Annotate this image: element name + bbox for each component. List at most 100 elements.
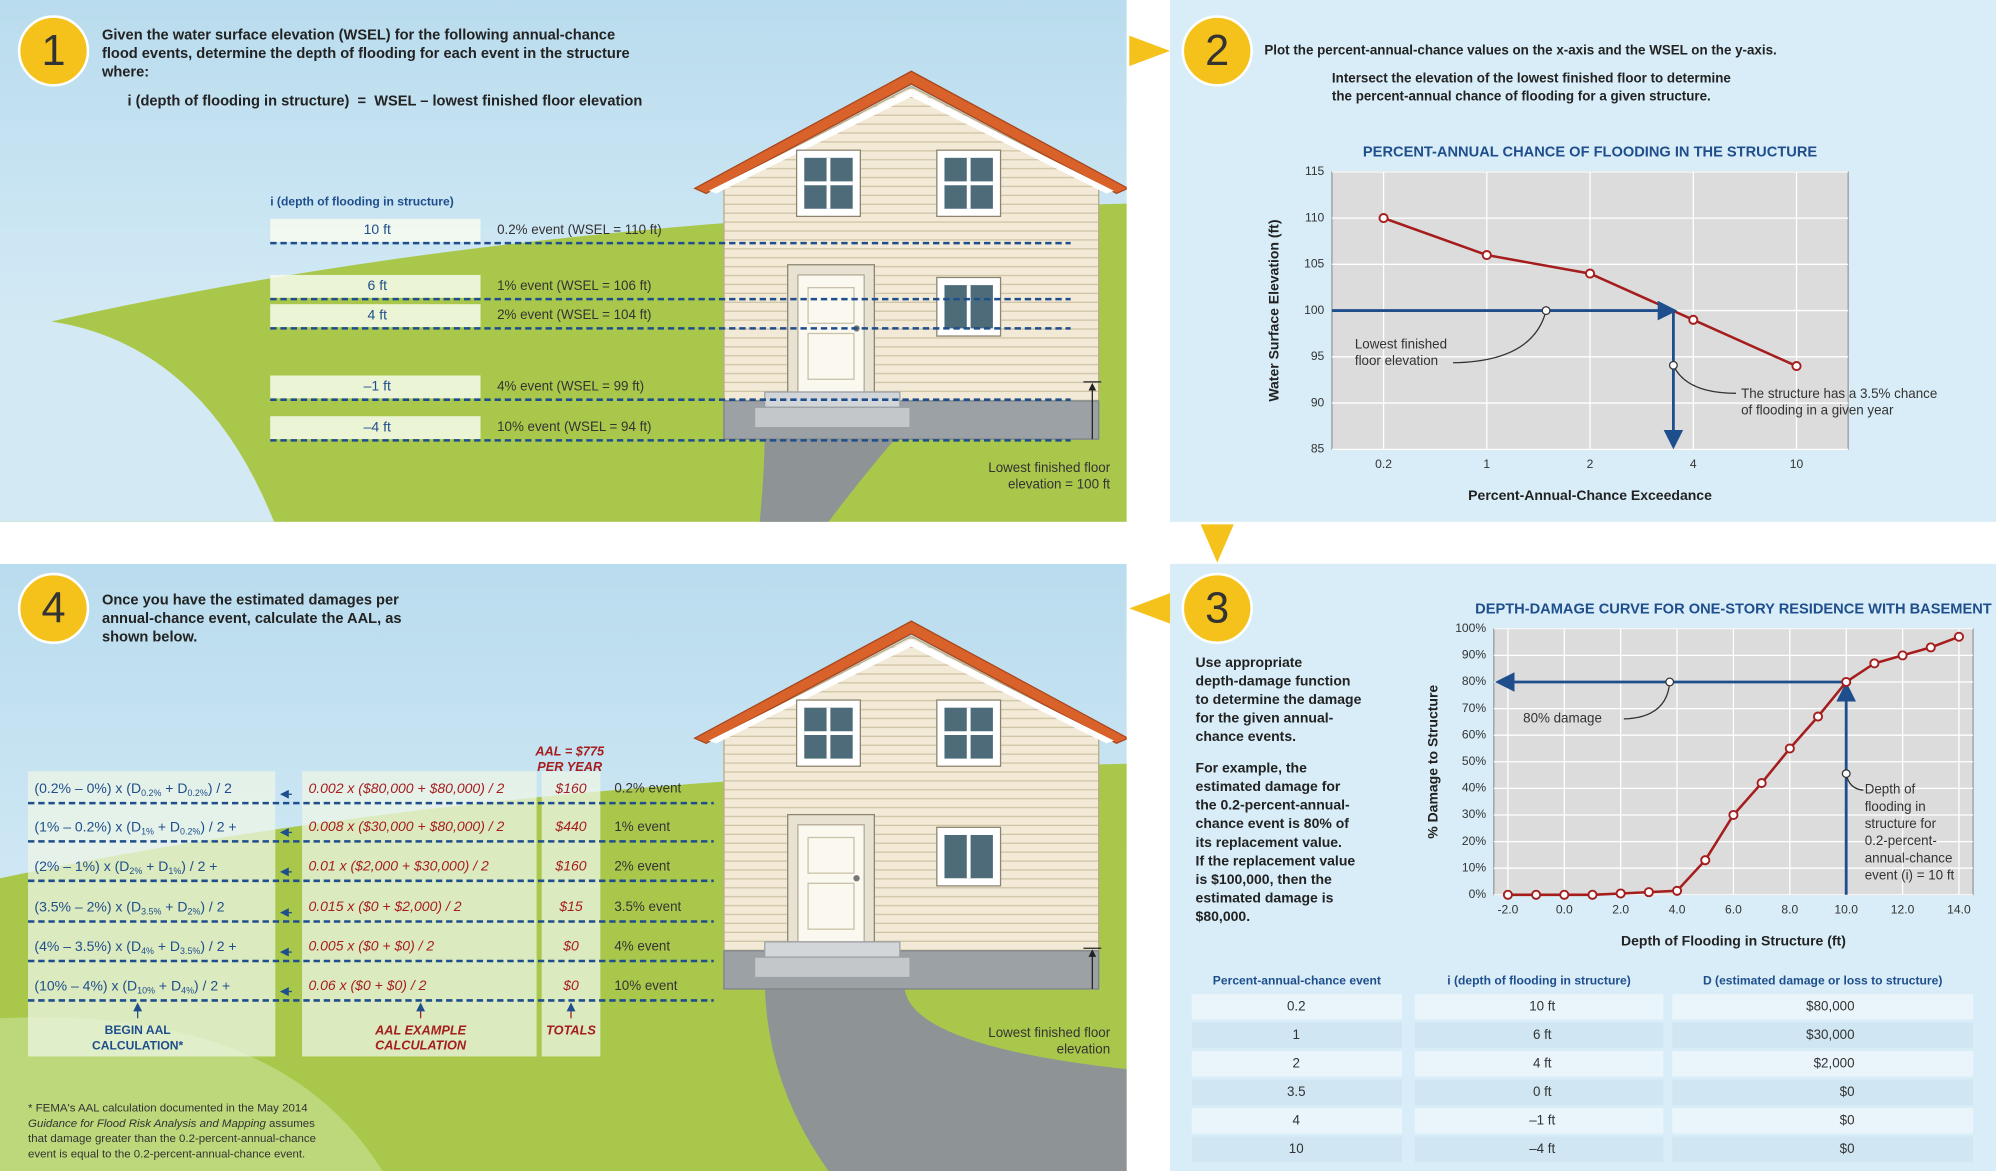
- floor-note: floor elevation: [1355, 353, 1438, 368]
- table-cell: [1414, 1022, 1664, 1049]
- instruction: Plot the percent-annual-chance values on…: [1264, 42, 1776, 57]
- formula-part: 2%: [129, 866, 142, 876]
- event-label: 0.2% event: [614, 781, 681, 796]
- formula: (0.2% – 0%) x (D0.2% + D0.2%) / 2: [34, 780, 232, 799]
- y-tick-label: 0%: [1469, 887, 1487, 901]
- x-tick-label: 14.0: [1947, 902, 1971, 916]
- depth-note: 0.2-percent-: [1865, 833, 1937, 848]
- formula: (1% – 0.2%) x (D1% + D0.2%) / 2 +: [34, 818, 236, 837]
- instruction: $80,000.: [1196, 908, 1251, 924]
- depth-note: event (i) = 10 ft: [1865, 868, 1955, 883]
- instruction: For example, the: [1196, 759, 1308, 775]
- table-cell: [1672, 1022, 1974, 1049]
- data-point: [1897, 650, 1908, 661]
- table-cell: [1191, 1136, 1403, 1163]
- formula-part: 1%: [141, 827, 154, 837]
- formula: (3.5% – 2%) x (D3.5% + D2%) / 2: [34, 898, 224, 917]
- table-header: D (estimated damage or loss to structure…: [1703, 974, 1942, 988]
- formula-part: (0.2% – 0%) x (D: [34, 780, 141, 796]
- table-cell-text: 10: [1289, 1141, 1304, 1156]
- floor-label: Lowest finished floor: [988, 1025, 1110, 1040]
- chance-note: of flooding in a given year: [1741, 403, 1894, 418]
- total: $0: [562, 977, 579, 993]
- table-cell: [1672, 1136, 1974, 1163]
- step-number: 3: [1205, 584, 1229, 632]
- data-point: [1585, 268, 1596, 279]
- step-circle: [1181, 572, 1253, 645]
- x-tick-label: 12.0: [1891, 902, 1915, 916]
- table-cell-text: –1 ft: [1529, 1112, 1555, 1127]
- table-header: Percent-annual-chance event: [1213, 974, 1381, 988]
- data-point: [1531, 889, 1542, 900]
- data-point: [1869, 658, 1880, 669]
- data-point: [1953, 631, 1964, 642]
- depth-note: Depth of: [1865, 782, 1916, 797]
- depth-box: [270, 274, 481, 298]
- formula-part: 2%: [188, 907, 201, 917]
- table-cell-text: 2: [1293, 1055, 1300, 1070]
- depth-box: [270, 218, 481, 242]
- formula-part: 0.2%: [180, 827, 200, 837]
- depth-box: [270, 416, 481, 440]
- annotation-marker: [1841, 769, 1851, 779]
- y-tick-label: 90%: [1462, 648, 1486, 662]
- table-cell-text: 0.2: [1287, 998, 1306, 1013]
- table-cell: [1191, 1079, 1403, 1106]
- step-circle: [17, 572, 90, 645]
- formula-part: 4%: [181, 986, 194, 996]
- table-cell: [1414, 1108, 1664, 1134]
- data-point: [1784, 743, 1795, 754]
- data-point: [1700, 855, 1711, 866]
- data-point: [1587, 889, 1598, 900]
- depth-value: 6 ft: [368, 277, 388, 293]
- formula-part: (1% – 0.2%) x (D: [34, 818, 141, 834]
- formula: i (depth of flooding in structure) = WSE…: [127, 94, 642, 110]
- instruction: its replacement value.: [1196, 834, 1342, 850]
- table-cell-text: $80,000: [1806, 998, 1854, 1013]
- x-axis-label: Depth of Flooding in Structure (ft): [1621, 933, 1846, 949]
- instruction: to determine the damage: [1196, 691, 1362, 707]
- annotation-marker: [1668, 360, 1678, 370]
- y-axis-label: Water Surface Elevation (ft): [1265, 219, 1281, 401]
- formula-part: 0.2%: [188, 789, 208, 799]
- formula-part: ) / 2 +: [194, 977, 230, 993]
- event-label: 2% event (WSEL = 104 ft): [497, 307, 651, 322]
- total: $15: [558, 898, 583, 914]
- depth-box: [270, 304, 481, 328]
- instruction: chance events.: [1196, 728, 1296, 744]
- instruction: Intersect the elevation of the lowest fi…: [1332, 70, 1731, 85]
- x-tick-label: 4: [1690, 457, 1697, 471]
- example: 0.015 x ($0 + $2,000) / 2: [308, 898, 461, 914]
- annotation-marker: [1541, 306, 1551, 316]
- formula-part: + D: [155, 977, 181, 993]
- table-cell: [1414, 994, 1664, 1020]
- formula-part: 10%: [137, 986, 155, 996]
- formula-part: ) / 2: [208, 780, 232, 796]
- begin-label: CALCULATION*: [92, 1038, 183, 1052]
- table-cell-text: $0: [1840, 1141, 1855, 1156]
- data-point: [1643, 887, 1654, 898]
- x-axis-label: Percent-Annual-Chance Exceedance: [1468, 487, 1712, 503]
- footnote: that damage greater than the 0.2-percent…: [28, 1133, 316, 1145]
- formula-part: ) / 2: [200, 898, 224, 914]
- flow-arrow: [1129, 35, 1171, 67]
- y-tick-label: 10%: [1462, 860, 1486, 874]
- x-tick-label: 0.2: [1375, 457, 1392, 471]
- total: $160: [554, 780, 586, 796]
- chart-title: DEPTH-DAMAGE CURVE FOR ONE-STORY RESIDEN…: [1475, 602, 1992, 618]
- formula-part: + D: [161, 780, 187, 796]
- table-cell-text: 0 ft: [1533, 1084, 1552, 1099]
- table-cell: [1672, 1108, 1974, 1134]
- example: 0.01 x ($2,000 + $30,000) / 2: [308, 858, 489, 874]
- formula-part: + D: [161, 898, 187, 914]
- table-cell-text: $30,000: [1806, 1027, 1854, 1042]
- table-cell-text: 6 ft: [1533, 1027, 1552, 1042]
- panel-1: [0, 0, 1127, 522]
- x-tick-label: 2: [1587, 457, 1594, 471]
- formula-part: ) / 2 +: [200, 818, 236, 834]
- intro-text: shown below.: [102, 630, 197, 646]
- table-cell: [1414, 1051, 1664, 1077]
- aal-total: AAL = $775: [534, 744, 605, 759]
- formula: (4% – 3.5%) x (D4% + D3.5%) / 2 +: [34, 938, 236, 957]
